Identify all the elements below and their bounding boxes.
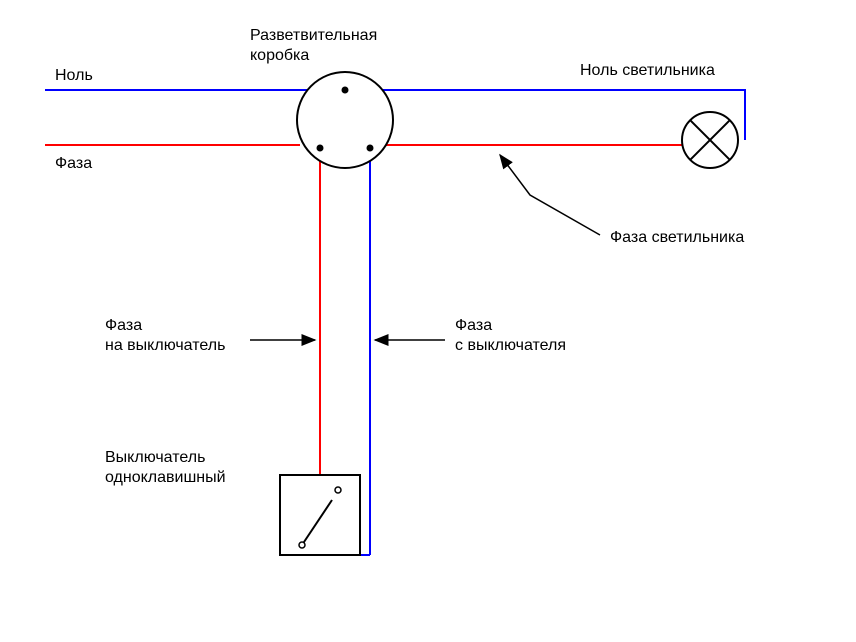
label-phase: Фаза xyxy=(55,155,92,172)
label-neutral: Ноль xyxy=(55,67,93,84)
neutral-wire xyxy=(45,90,745,140)
label-phase-from-switch: Фаза xyxy=(455,317,492,334)
junction-dot xyxy=(342,87,349,94)
switch-terminal xyxy=(299,542,305,548)
label-neutral-lamp: Ноль светильника xyxy=(580,62,715,79)
label-phase-lamp: Фаза светильника xyxy=(610,229,744,246)
switch-symbol xyxy=(280,475,360,555)
junction-box xyxy=(297,72,393,168)
label-junction-box-2: коробка xyxy=(250,47,309,64)
label-switch: Выключатель xyxy=(105,449,205,466)
label-junction-box: Разветвительная xyxy=(250,27,377,44)
wiring-diagram: Разветвительная коробка Ноль Фаза Ноль с… xyxy=(0,0,856,642)
callout-arrow-phase-lamp xyxy=(500,155,600,235)
label-phase-to-switch-2: на выключатель xyxy=(105,337,225,354)
label-phase-to-switch: Фаза xyxy=(105,317,142,334)
label-switch-2: одноклавишный xyxy=(105,469,226,486)
junction-dot xyxy=(367,145,374,152)
lamp-symbol xyxy=(682,112,738,168)
label-phase-from-switch-2: с выключателя xyxy=(455,337,566,354)
switch-terminal xyxy=(335,487,341,493)
junction-dot xyxy=(317,145,324,152)
